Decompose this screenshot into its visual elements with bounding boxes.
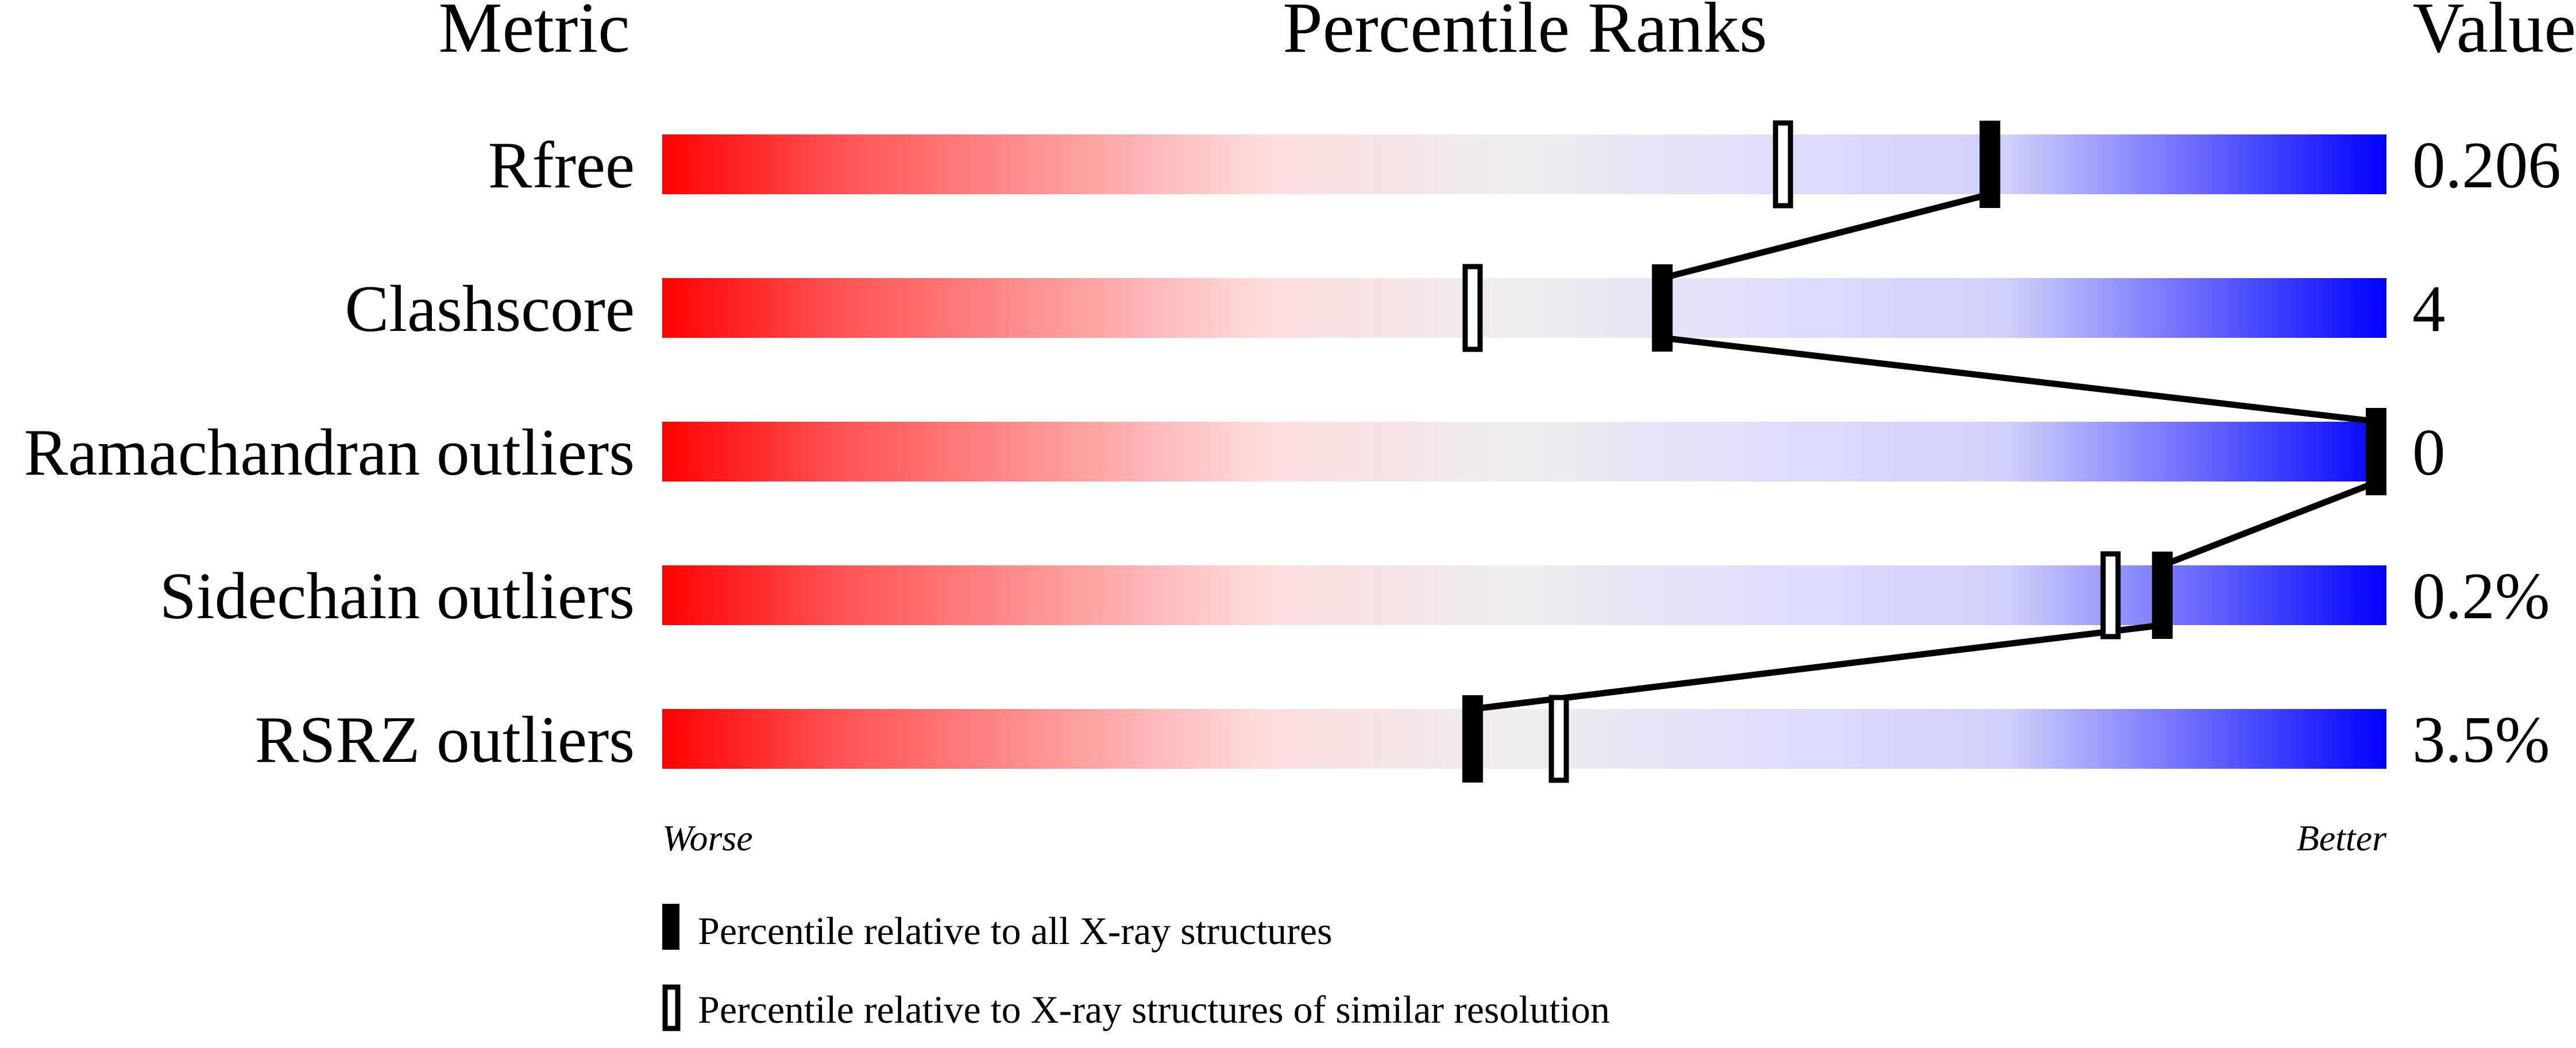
metric-label: Sidechain outliers	[160, 560, 635, 633]
better-label: Better	[2297, 818, 2387, 858]
value-label: 4	[2412, 272, 2446, 345]
metric-label: Ramachandran outliers	[24, 416, 635, 489]
gradient-bar	[662, 709, 2386, 769]
legend-all: Percentile relative to all X-ray structu…	[698, 909, 1333, 953]
marker-similar-resolution	[2100, 551, 2121, 639]
gradient-bar	[662, 134, 2386, 194]
marker-all-structures	[1462, 695, 1483, 783]
connector-line	[1472, 622, 2163, 712]
gradient-bar	[662, 278, 2386, 338]
marker-similar-resolution	[1548, 695, 1569, 783]
metric-label: Clashscore	[345, 272, 635, 345]
legend-similar: Percentile relative to X-ray structures …	[698, 988, 1610, 1031]
gradient-bar	[662, 422, 2386, 481]
connector-line	[2161, 478, 2380, 569]
legend-open-marker	[662, 984, 681, 1031]
marker-similar-resolution	[1462, 264, 1483, 352]
metric-label: RSRZ outliers	[255, 703, 635, 776]
value-label: 0.2%	[2412, 560, 2550, 633]
connector-line	[1661, 191, 1991, 282]
worse-label: Worse	[662, 818, 753, 858]
gradient-bar	[662, 565, 2386, 625]
marker-all-structures	[1979, 121, 2000, 208]
connector-line	[1662, 334, 2379, 425]
header-value: Value	[2412, 0, 2576, 68]
header-metric: Metric	[438, 0, 629, 68]
legend-filled-marker	[662, 904, 679, 950]
marker-all-structures	[2366, 408, 2386, 495]
marker-similar-resolution	[1772, 120, 1793, 209]
value-label: 0	[2412, 416, 2446, 489]
value-label: 0.206	[2412, 129, 2561, 202]
value-label: 3.5%	[2412, 703, 2550, 776]
marker-all-structures	[1652, 264, 1673, 352]
marker-all-structures	[2152, 552, 2173, 639]
metric-label: Rfree	[488, 129, 635, 202]
header-percentile-ranks: Percentile Ranks	[1283, 0, 1767, 68]
